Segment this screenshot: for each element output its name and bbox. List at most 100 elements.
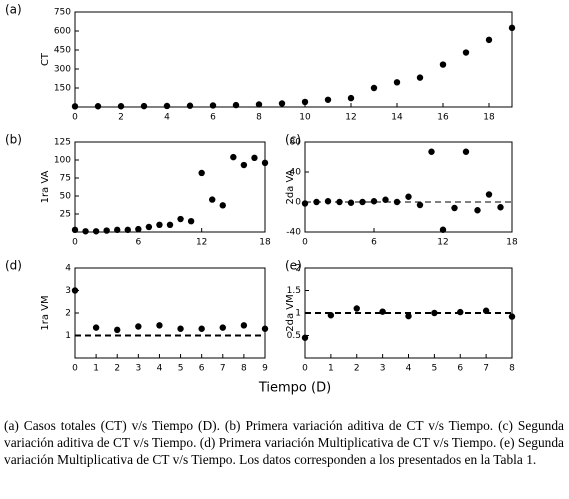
data-point	[324, 198, 332, 205]
data-point	[251, 154, 258, 162]
x-tick-label: 0	[72, 364, 78, 374]
data-point	[431, 309, 438, 317]
x-tick-label: 6	[457, 364, 463, 374]
panel-label: (e)	[285, 259, 302, 273]
data-point	[393, 79, 401, 86]
x-tick-label: 6	[210, 113, 216, 123]
y-tick-label: 450	[54, 46, 71, 56]
data-point	[462, 49, 470, 56]
x-tick-label: 0	[302, 238, 308, 248]
y-tick-label: 0.5	[287, 331, 301, 341]
y-tick-label: 600	[54, 27, 71, 37]
panel-label: (a)	[5, 3, 22, 17]
plot-frame	[74, 11, 513, 108]
data-point	[124, 226, 131, 234]
x-tick-label: 8	[256, 113, 262, 123]
data-point	[219, 202, 226, 209]
data-point	[114, 226, 121, 234]
data-point	[71, 287, 79, 294]
data-point	[370, 198, 378, 205]
y-tick-label: 300	[54, 65, 71, 75]
data-point	[140, 102, 148, 110]
x-tick-label: 5	[178, 364, 184, 374]
data-point	[71, 103, 79, 110]
data-point	[359, 198, 366, 206]
x-tick-label: 2	[118, 113, 124, 123]
caption: (a) Casos totales (CT) v/s Tiempo (D). (…	[4, 418, 564, 467]
y-tick-label: 150	[54, 84, 71, 94]
x-tick-label: 12	[196, 238, 207, 248]
x-tick-label: 18	[483, 113, 495, 123]
data-point	[301, 200, 309, 207]
y-tick-label: 75	[60, 174, 71, 184]
data-point	[117, 103, 125, 110]
y-tick-label: -40	[286, 228, 301, 238]
x-tick-label: 6	[371, 238, 377, 248]
data-point	[261, 325, 269, 332]
data-point	[347, 94, 355, 102]
data-point	[156, 221, 163, 228]
plot-frame	[74, 267, 266, 359]
x-tick-label: 4	[164, 113, 170, 123]
data-point	[324, 96, 332, 103]
data-point	[187, 218, 195, 225]
data-point	[177, 215, 184, 223]
data-point	[145, 223, 153, 231]
data-point	[255, 101, 263, 108]
data-point	[451, 204, 458, 212]
data-point	[485, 191, 493, 198]
data-point	[405, 193, 412, 200]
data-point	[135, 323, 142, 330]
x-tick-label: 8	[241, 364, 247, 374]
x-tick-label: 6	[135, 238, 141, 248]
x-tick-label: 7	[483, 364, 489, 374]
x-tick-label: 16	[437, 113, 449, 123]
y-axis-label: 2da VA	[285, 169, 296, 204]
y-axis-label: 1ra VA	[40, 170, 51, 203]
plot-frame	[304, 141, 513, 233]
data-point	[405, 312, 412, 320]
y-tick-label: 0	[295, 198, 301, 208]
data-point	[92, 228, 100, 235]
y-tick-label: 2	[65, 309, 71, 319]
x-axis-label: Tiempo (D)	[258, 381, 331, 396]
x-tick-label: 10	[299, 113, 311, 123]
y-tick-label: 1	[295, 309, 301, 319]
data-point	[428, 148, 435, 155]
y-tick-label: 100	[54, 156, 71, 166]
data-point	[163, 102, 171, 110]
data-point	[482, 307, 490, 314]
data-point	[230, 153, 237, 161]
y-axis-label: CT	[40, 52, 51, 66]
x-tick-label: 9	[262, 364, 268, 374]
data-point	[103, 227, 110, 234]
x-tick-label: 0	[72, 238, 78, 248]
data-point	[353, 305, 360, 312]
data-point	[313, 198, 320, 206]
x-tick-label: 7	[220, 364, 226, 374]
x-tick-label: 14	[391, 113, 403, 123]
x-tick-label: 6	[199, 364, 205, 374]
data-point	[114, 326, 121, 334]
data-point	[209, 196, 216, 203]
figure: Tiempo (D) (a)CT0 2 4 6 8 10 12 14 16 18150300450…	[5, 3, 518, 396]
y-axis-label: 2da VM	[285, 294, 296, 332]
data-point	[474, 207, 481, 214]
data-point	[240, 322, 248, 329]
x-tick-label: 1	[328, 364, 334, 374]
data-point	[382, 196, 389, 203]
x-tick-label: 18	[259, 238, 271, 248]
x-tick-label: 2	[354, 364, 360, 374]
data-point	[156, 322, 163, 329]
panel-label: (b)	[5, 133, 22, 147]
data-point	[336, 198, 343, 206]
data-point	[177, 325, 184, 332]
data-point	[135, 225, 142, 233]
data-point	[198, 169, 205, 177]
y-tick-label: 125	[54, 138, 71, 148]
y-tick-label: 4	[65, 264, 71, 274]
data-point	[209, 102, 217, 109]
data-point	[462, 148, 470, 155]
data-point	[261, 159, 269, 167]
